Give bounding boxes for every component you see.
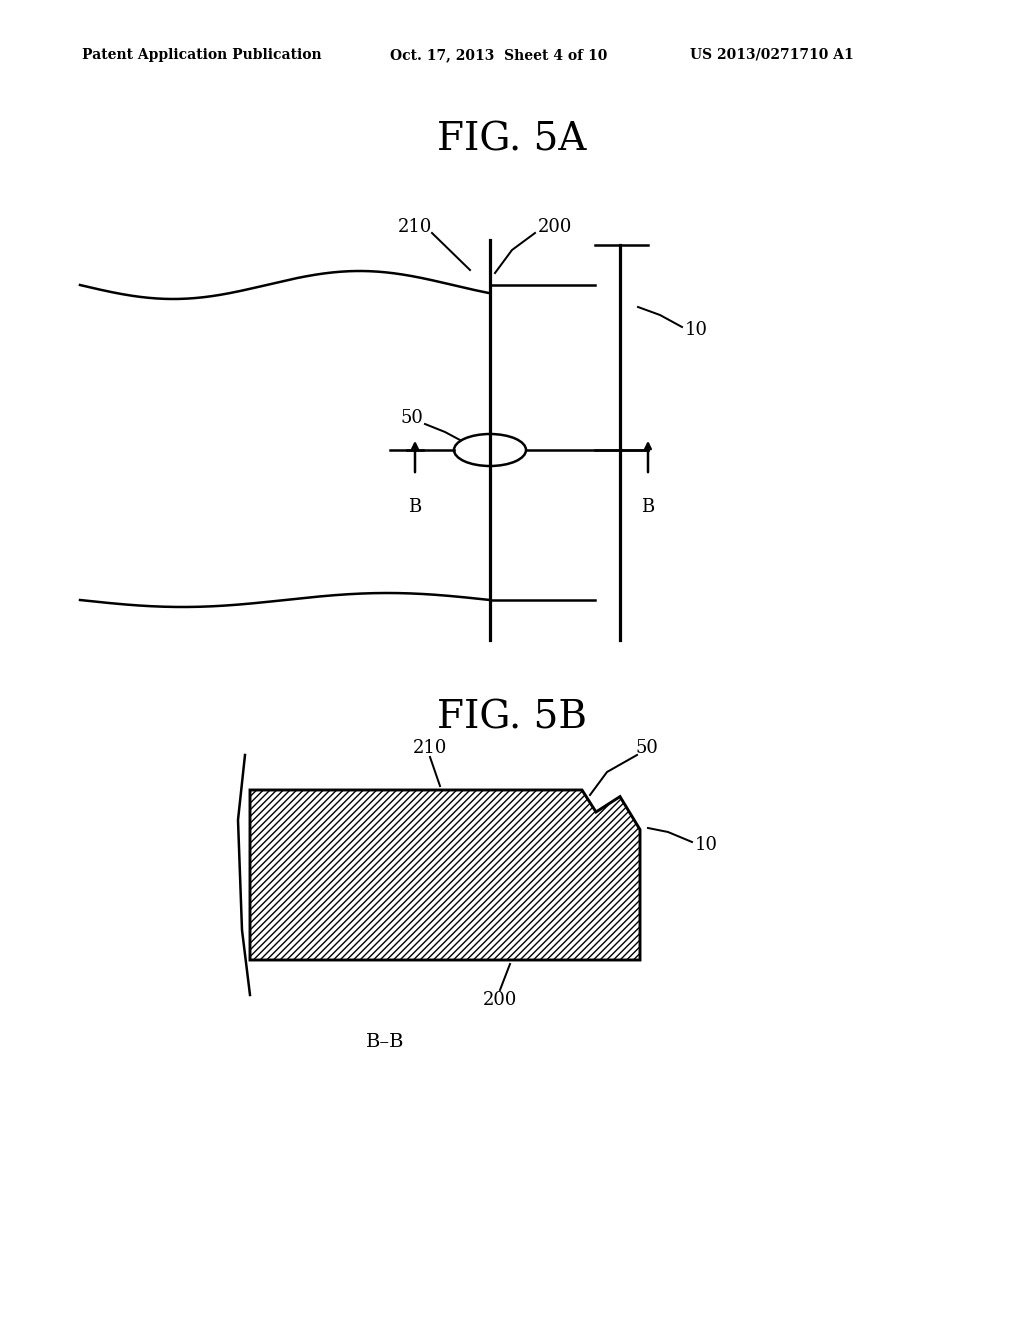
Text: Oct. 17, 2013  Sheet 4 of 10: Oct. 17, 2013 Sheet 4 of 10 xyxy=(390,48,607,62)
Text: US 2013/0271710 A1: US 2013/0271710 A1 xyxy=(690,48,854,62)
Text: Patent Application Publication: Patent Application Publication xyxy=(82,48,322,62)
Text: 210: 210 xyxy=(397,218,432,236)
Text: 210: 210 xyxy=(413,739,447,756)
Text: 50: 50 xyxy=(636,739,658,756)
Text: 200: 200 xyxy=(538,218,572,236)
Text: FIG. 5A: FIG. 5A xyxy=(437,121,587,158)
Text: B–B: B–B xyxy=(366,1034,404,1051)
Text: FIG. 5B: FIG. 5B xyxy=(437,700,587,737)
Text: B: B xyxy=(409,498,422,516)
Text: 50: 50 xyxy=(400,409,424,426)
Text: 10: 10 xyxy=(685,321,708,339)
Text: B: B xyxy=(641,498,654,516)
Text: 200: 200 xyxy=(482,991,517,1008)
Polygon shape xyxy=(250,789,640,960)
Ellipse shape xyxy=(454,434,526,466)
Text: 10: 10 xyxy=(695,836,718,854)
